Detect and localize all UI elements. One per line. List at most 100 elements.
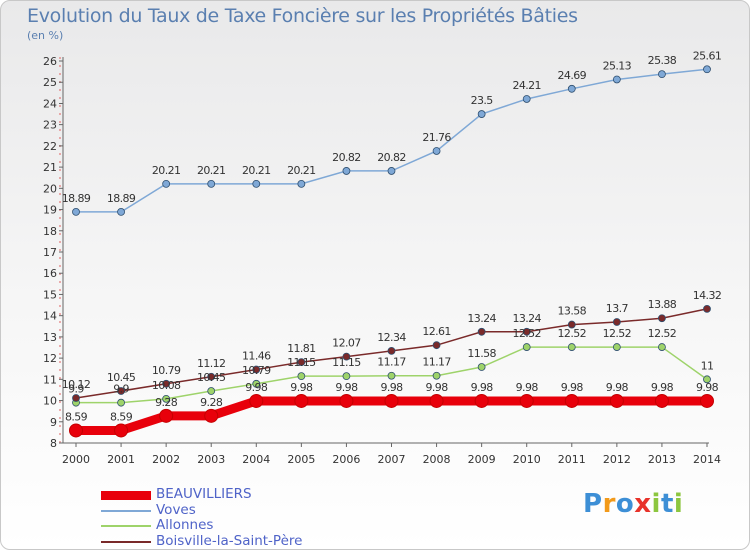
y-tick-label: 11 <box>43 373 57 386</box>
y-tick-label: 18 <box>43 225 57 238</box>
y-tick-label: 9 <box>50 416 57 429</box>
data-point-boisville-la-saint-p-re <box>658 314 666 323</box>
x-tick-label: 2004 <box>242 453 270 466</box>
data-label-beauvilliers: 9.98 <box>651 381 674 394</box>
data-point-allonnes <box>612 343 621 351</box>
data-label-voves: 23.5 <box>471 94 494 107</box>
data-point-allonnes <box>207 387 216 395</box>
data-point-voves <box>117 207 125 216</box>
x-tick-label: 2010 <box>513 453 541 466</box>
y-tick-label: 24 <box>43 97 57 110</box>
x-tick-label: 2009 <box>468 453 496 466</box>
data-point-boisville-la-saint-p-re <box>432 341 441 350</box>
x-tick-label: 2008 <box>423 453 451 466</box>
data-point-boisville-la-saint-p-re <box>252 365 261 374</box>
series-line-voves <box>76 68 708 213</box>
y-tick-label: 23 <box>43 119 57 132</box>
x-tick-label: 2000 <box>62 453 90 466</box>
data-label-boisville-la-saint-p-re: 13.7 <box>606 302 629 315</box>
data-label-voves: 18.89 <box>107 192 136 205</box>
y-tick-label: 21 <box>43 161 57 174</box>
x-tick-label: 2005 <box>287 453 315 466</box>
data-label-allonnes: 9.9 <box>68 383 84 396</box>
data-label-allonnes: 11.17 <box>377 356 406 369</box>
data-point-voves <box>162 179 171 188</box>
data-point-allonnes <box>567 343 576 351</box>
x-tick-label: 2003 <box>197 453 225 466</box>
data-label-voves: 20.21 <box>197 164 226 177</box>
x-tick-label: 2012 <box>603 453 631 466</box>
data-label-allonnes: 11.58 <box>467 347 496 360</box>
data-label-boisville-la-saint-p-re: 11.12 <box>197 357 226 370</box>
y-tick-label: 19 <box>43 204 57 217</box>
data-point-beauvilliers <box>474 393 489 408</box>
logo-letter: r <box>602 489 616 519</box>
data-point-beauvilliers <box>654 393 669 408</box>
data-point-boisville-la-saint-p-re <box>342 352 351 361</box>
data-label-boisville-la-saint-p-re: 13.24 <box>467 312 496 325</box>
data-label-voves: 20.21 <box>152 164 181 177</box>
data-label-voves: 20.21 <box>287 164 316 177</box>
data-point-boisville-la-saint-p-re <box>567 320 576 329</box>
y-tick-label: 10 <box>43 395 57 408</box>
y-tick-label: 14 <box>43 310 57 323</box>
data-point-allonnes <box>658 343 666 351</box>
data-point-beauvilliers <box>609 393 624 408</box>
y-tick-label: 13 <box>43 331 57 344</box>
data-point-voves <box>252 179 261 188</box>
data-label-boisville-la-saint-p-re: 10.12 <box>62 378 91 391</box>
data-label-beauvilliers: 9.98 <box>516 381 539 394</box>
logo-letter: o <box>615 489 635 519</box>
data-point-allonnes <box>117 398 125 407</box>
data-point-beauvilliers <box>339 393 354 408</box>
data-point-allonnes <box>477 363 486 371</box>
data-label-boisville-la-saint-p-re: 11.46 <box>242 350 271 363</box>
data-point-voves <box>567 84 576 93</box>
data-label-beauvilliers: 8.59 <box>110 410 133 423</box>
data-point-allonnes <box>252 379 261 388</box>
data-point-voves <box>387 167 396 175</box>
x-tick-label: 2011 <box>558 453 586 466</box>
data-point-allonnes <box>162 394 171 403</box>
legend-label: Allonnes <box>156 517 214 533</box>
data-label-beauvilliers: 9.98 <box>290 381 313 394</box>
data-label-allonnes: 10.08 <box>152 379 181 392</box>
data-point-boisville-la-saint-p-re <box>72 394 80 402</box>
data-label-boisville-la-saint-p-re: 12.34 <box>377 331 406 344</box>
legend-label: Voves <box>156 501 196 518</box>
data-label-voves: 18.89 <box>62 192 91 205</box>
data-label-boisville-la-saint-p-re: 12.61 <box>422 325 451 338</box>
logo-letter: P <box>583 489 603 519</box>
logo-letter: t <box>660 489 674 519</box>
data-label-beauvilliers: 9.98 <box>696 381 719 394</box>
data-point-beauvilliers <box>700 393 714 408</box>
data-label-beauvilliers: 9.98 <box>335 381 358 394</box>
data-label-boisville-la-saint-p-re: 10.79 <box>152 364 181 377</box>
data-point-voves <box>297 179 306 188</box>
data-point-beauvilliers <box>69 423 83 438</box>
x-tick-label: 2002 <box>152 453 180 466</box>
data-label-allonnes: 11.15 <box>287 356 316 369</box>
data-label-voves: 20.21 <box>242 164 271 177</box>
x-tick-label: 2006 <box>332 453 360 466</box>
data-label-allonnes: 11.17 <box>422 356 451 369</box>
data-label-boisville-la-saint-p-re: 11.81 <box>287 342 316 355</box>
data-point-beauvilliers <box>159 408 174 423</box>
data-point-voves <box>612 75 621 84</box>
data-point-boisville-la-saint-p-re <box>522 327 531 336</box>
data-label-beauvilliers: 9.98 <box>380 381 403 394</box>
data-point-beauvilliers <box>564 393 579 408</box>
data-label-voves: 24.69 <box>558 69 587 82</box>
data-label-boisville-la-saint-p-re: 12.07 <box>332 337 361 350</box>
legend-swatch <box>101 509 151 512</box>
y-tick-label: 22 <box>43 140 57 153</box>
data-label-boisville-la-saint-p-re: 13.58 <box>558 305 587 318</box>
data-point-allonnes <box>387 371 396 380</box>
data-label-allonnes: 12.52 <box>603 327 632 340</box>
x-tick-label: 2001 <box>107 453 135 466</box>
data-label-allonnes: 10.79 <box>242 364 271 377</box>
data-point-voves <box>658 70 666 79</box>
data-point-beauvilliers <box>519 393 534 408</box>
